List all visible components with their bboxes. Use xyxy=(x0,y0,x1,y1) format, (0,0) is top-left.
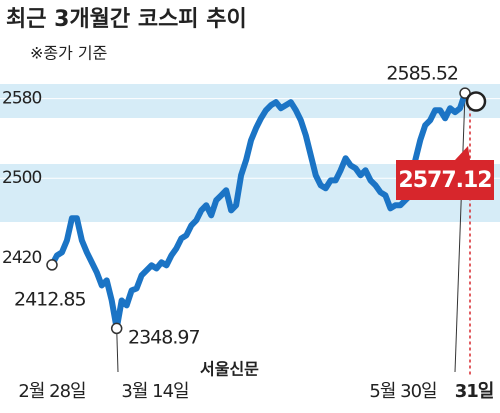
value-label: 2412.85 xyxy=(14,289,86,311)
value-label: 2348.97 xyxy=(128,327,200,349)
x-tick-label: 5월 30일 xyxy=(369,381,436,402)
value-label: 2577.12 xyxy=(398,168,491,193)
value-label: 2585.52 xyxy=(386,63,458,85)
value-label-box xyxy=(396,160,494,200)
guide-line xyxy=(454,93,466,373)
label-pointer xyxy=(455,146,470,160)
chart-title: 최근 3개월간 코스피 추이 xyxy=(6,7,247,32)
y-tick-label: 2580 xyxy=(2,89,41,109)
y-tick-label: 2500 xyxy=(2,168,41,188)
point xyxy=(110,322,123,335)
y-tick-label: 2420 xyxy=(2,248,41,268)
guide-line xyxy=(116,328,119,373)
x-tick-label: 31일 xyxy=(455,381,494,402)
watermark: 서울신문 xyxy=(200,360,259,379)
line xyxy=(49,90,473,332)
x-tick-label: 2월 28일 xyxy=(18,381,85,402)
point xyxy=(46,259,58,271)
band xyxy=(0,84,500,118)
point xyxy=(459,87,471,99)
chart-subtitle: ※종가 기준 xyxy=(30,44,107,63)
point xyxy=(465,91,487,112)
x-tick-label: 3월 14일 xyxy=(121,381,188,402)
